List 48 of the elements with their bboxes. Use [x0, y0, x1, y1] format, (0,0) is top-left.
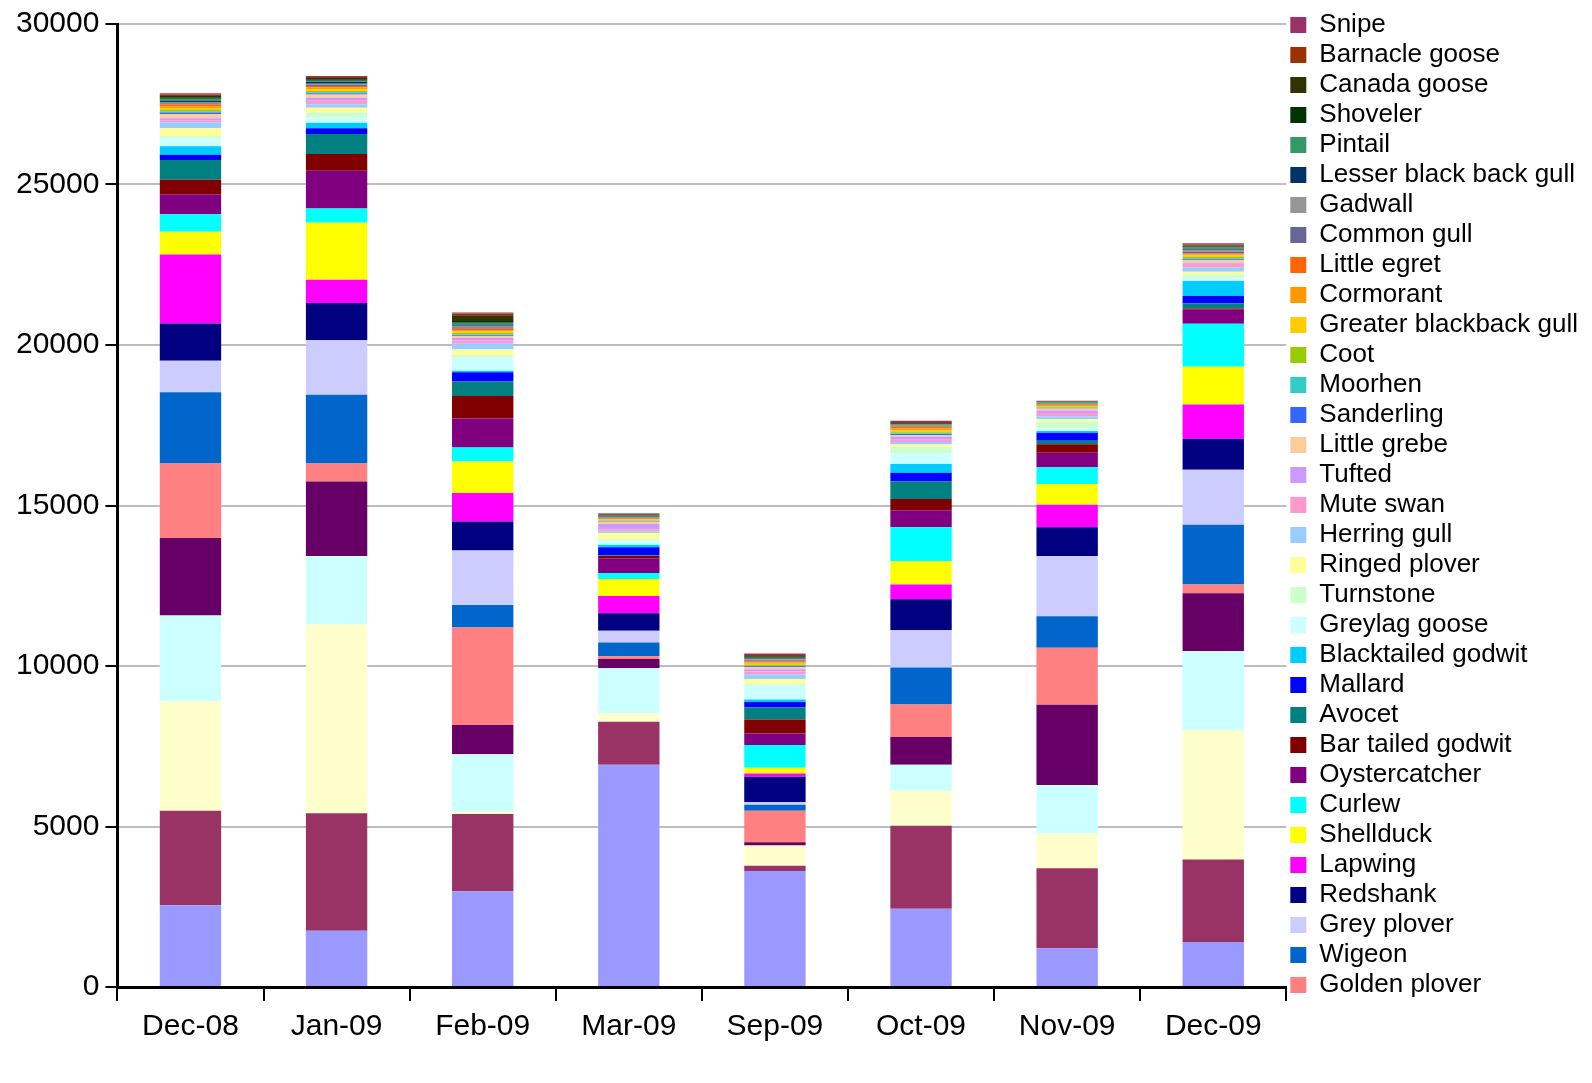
legend-label: Ringed plover: [1319, 548, 1481, 579]
legend-label: Mute swan: [1319, 488, 1446, 519]
legend-label: Canada goose: [1319, 68, 1489, 99]
x-tick-label: Sep-09: [726, 1008, 824, 1042]
legend-label: Sanderling: [1319, 398, 1444, 429]
legend-label: Redshank: [1319, 878, 1438, 909]
y-tick-label: 25000: [15, 165, 100, 199]
legend-label: Grey plover: [1319, 908, 1455, 939]
y-tick-label: 5000: [32, 807, 100, 841]
legend-label: Common gull: [1319, 218, 1473, 249]
legend-label: Blacktailed godwit: [1319, 638, 1529, 669]
legend-label: Snipe: [1319, 8, 1386, 39]
legend-label: Greater blackback gull: [1319, 308, 1579, 339]
y-tick-label: 15000: [15, 486, 100, 520]
x-tick-label: Mar-09: [581, 1008, 677, 1042]
legend-label: Bar tailed godwit: [1319, 728, 1513, 759]
legend-label: Cormorant: [1319, 278, 1443, 309]
x-tick-label: Dec-09: [1164, 1008, 1262, 1042]
legend-label: Gadwall: [1319, 188, 1414, 219]
legend-label: Wigeon: [1319, 938, 1408, 969]
legend-label: Coot: [1319, 338, 1376, 369]
legend-label: Shoveler: [1319, 98, 1423, 129]
x-tick-label: Jan-09: [290, 1008, 383, 1042]
legend-label: Mallard: [1319, 668, 1405, 699]
legend-label: Herring gull: [1319, 518, 1453, 549]
legend-label: Oystercatcher: [1319, 758, 1482, 789]
legend-label: Moorhen: [1319, 368, 1422, 399]
legend-label: Barnacle goose: [1319, 38, 1501, 69]
legend-label: Avocet: [1319, 698, 1400, 729]
y-tick-label: 0: [82, 968, 100, 1002]
legend-label: Golden plover: [1319, 968, 1482, 999]
legend-label: Pintail: [1319, 128, 1391, 159]
legend-label: Lapwing: [1319, 848, 1417, 879]
legend-label: Little egret: [1319, 248, 1442, 279]
legend-label: Tufted: [1319, 458, 1393, 489]
x-tick-label: Oct-09: [876, 1008, 967, 1042]
x-tick-label: Nov-09: [1018, 1008, 1116, 1042]
y-tick-label: 20000: [15, 326, 100, 360]
x-tick-label: Dec-08: [142, 1008, 239, 1042]
x-tick-label: Feb-09: [435, 1008, 531, 1042]
legend-label: Little grebe: [1319, 428, 1448, 459]
y-tick-label: 10000: [15, 647, 100, 681]
legend-label: Lesser black back gull: [1319, 158, 1576, 189]
legend-label: Shellduck: [1319, 818, 1434, 849]
legend-label: Turnstone: [1319, 578, 1436, 609]
legend-label: Greylag goose: [1319, 608, 1489, 639]
legend-label: Curlew: [1319, 788, 1401, 819]
y-tick-label: 30000: [15, 5, 100, 39]
